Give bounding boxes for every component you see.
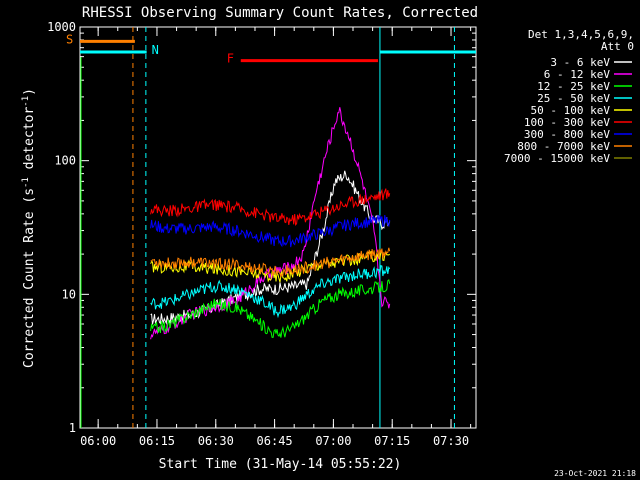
legend-entry-label: 100 - 300 keV	[524, 116, 610, 129]
series-line	[150, 265, 391, 319]
x-tick-label: 06:00	[80, 434, 116, 448]
legend-entry-label: 3 - 6 keV	[550, 56, 610, 69]
annotation-label: N	[152, 43, 159, 57]
x-tick-label: 06:15	[139, 434, 175, 448]
timestamp-stamp: 23-Oct-2021 21:18	[554, 469, 636, 478]
plot-axes: 1 10 100 1000 06:00 06:15 06:30 06:45 07:00 07:15…	[47, 20, 477, 448]
y-tick-label: 100	[54, 154, 76, 168]
annotation-label: F	[227, 52, 234, 66]
x-tick-label: 07:15	[374, 434, 410, 448]
legend-entry-label: 50 - 100 keV	[531, 104, 611, 117]
legend-entry-label: 25 - 50 keV	[537, 92, 610, 105]
series-line	[150, 107, 391, 340]
legend-entry-label: 300 - 800 keV	[524, 128, 610, 141]
y-tick-label: 1	[69, 421, 76, 435]
legend-entry-label: 12 - 25 keV	[537, 80, 610, 93]
y-label-superscript: -1	[21, 96, 31, 107]
chart-title: RHESSI Observing Summary Count Rates, Co…	[82, 5, 478, 21]
x-axis-label: Start Time (31-May-14 05:55:22)	[159, 457, 402, 472]
series-line	[150, 279, 391, 338]
y-label-superscript: -1	[21, 177, 31, 188]
series-line	[150, 247, 391, 279]
legend-header: Det 1,3,4,5,6,9,	[528, 28, 634, 41]
y-tick-label: 1000	[47, 20, 76, 34]
y-label-text: )	[22, 88, 37, 96]
legend-entry-label: 800 - 7000 keV	[517, 140, 610, 153]
legend-header: Att 0	[601, 40, 634, 53]
series-line	[150, 214, 391, 248]
y-label-text: Corrected Count Rate (s	[22, 188, 37, 368]
y-label-text: detector	[22, 107, 37, 178]
plot-frame	[79, 26, 477, 429]
x-tick-label: 06:45	[257, 434, 293, 448]
plot-marks: S N F	[66, 27, 476, 428]
x-tick-label: 07:30	[433, 434, 469, 448]
legend-entry-label: 7000 - 15000 keV	[504, 152, 610, 165]
x-tick-label: 06:30	[198, 434, 234, 448]
y-tick-label: 10	[62, 287, 76, 301]
x-tick-label: 07:00	[315, 434, 351, 448]
annotation-label: S	[66, 32, 73, 46]
series-line	[150, 170, 391, 325]
y-axis-label: Corrected Count Rate (s-1 detector-1)	[21, 88, 37, 368]
legend-entry-label: 6 - 12 keV	[544, 68, 611, 81]
series-line	[150, 188, 391, 226]
